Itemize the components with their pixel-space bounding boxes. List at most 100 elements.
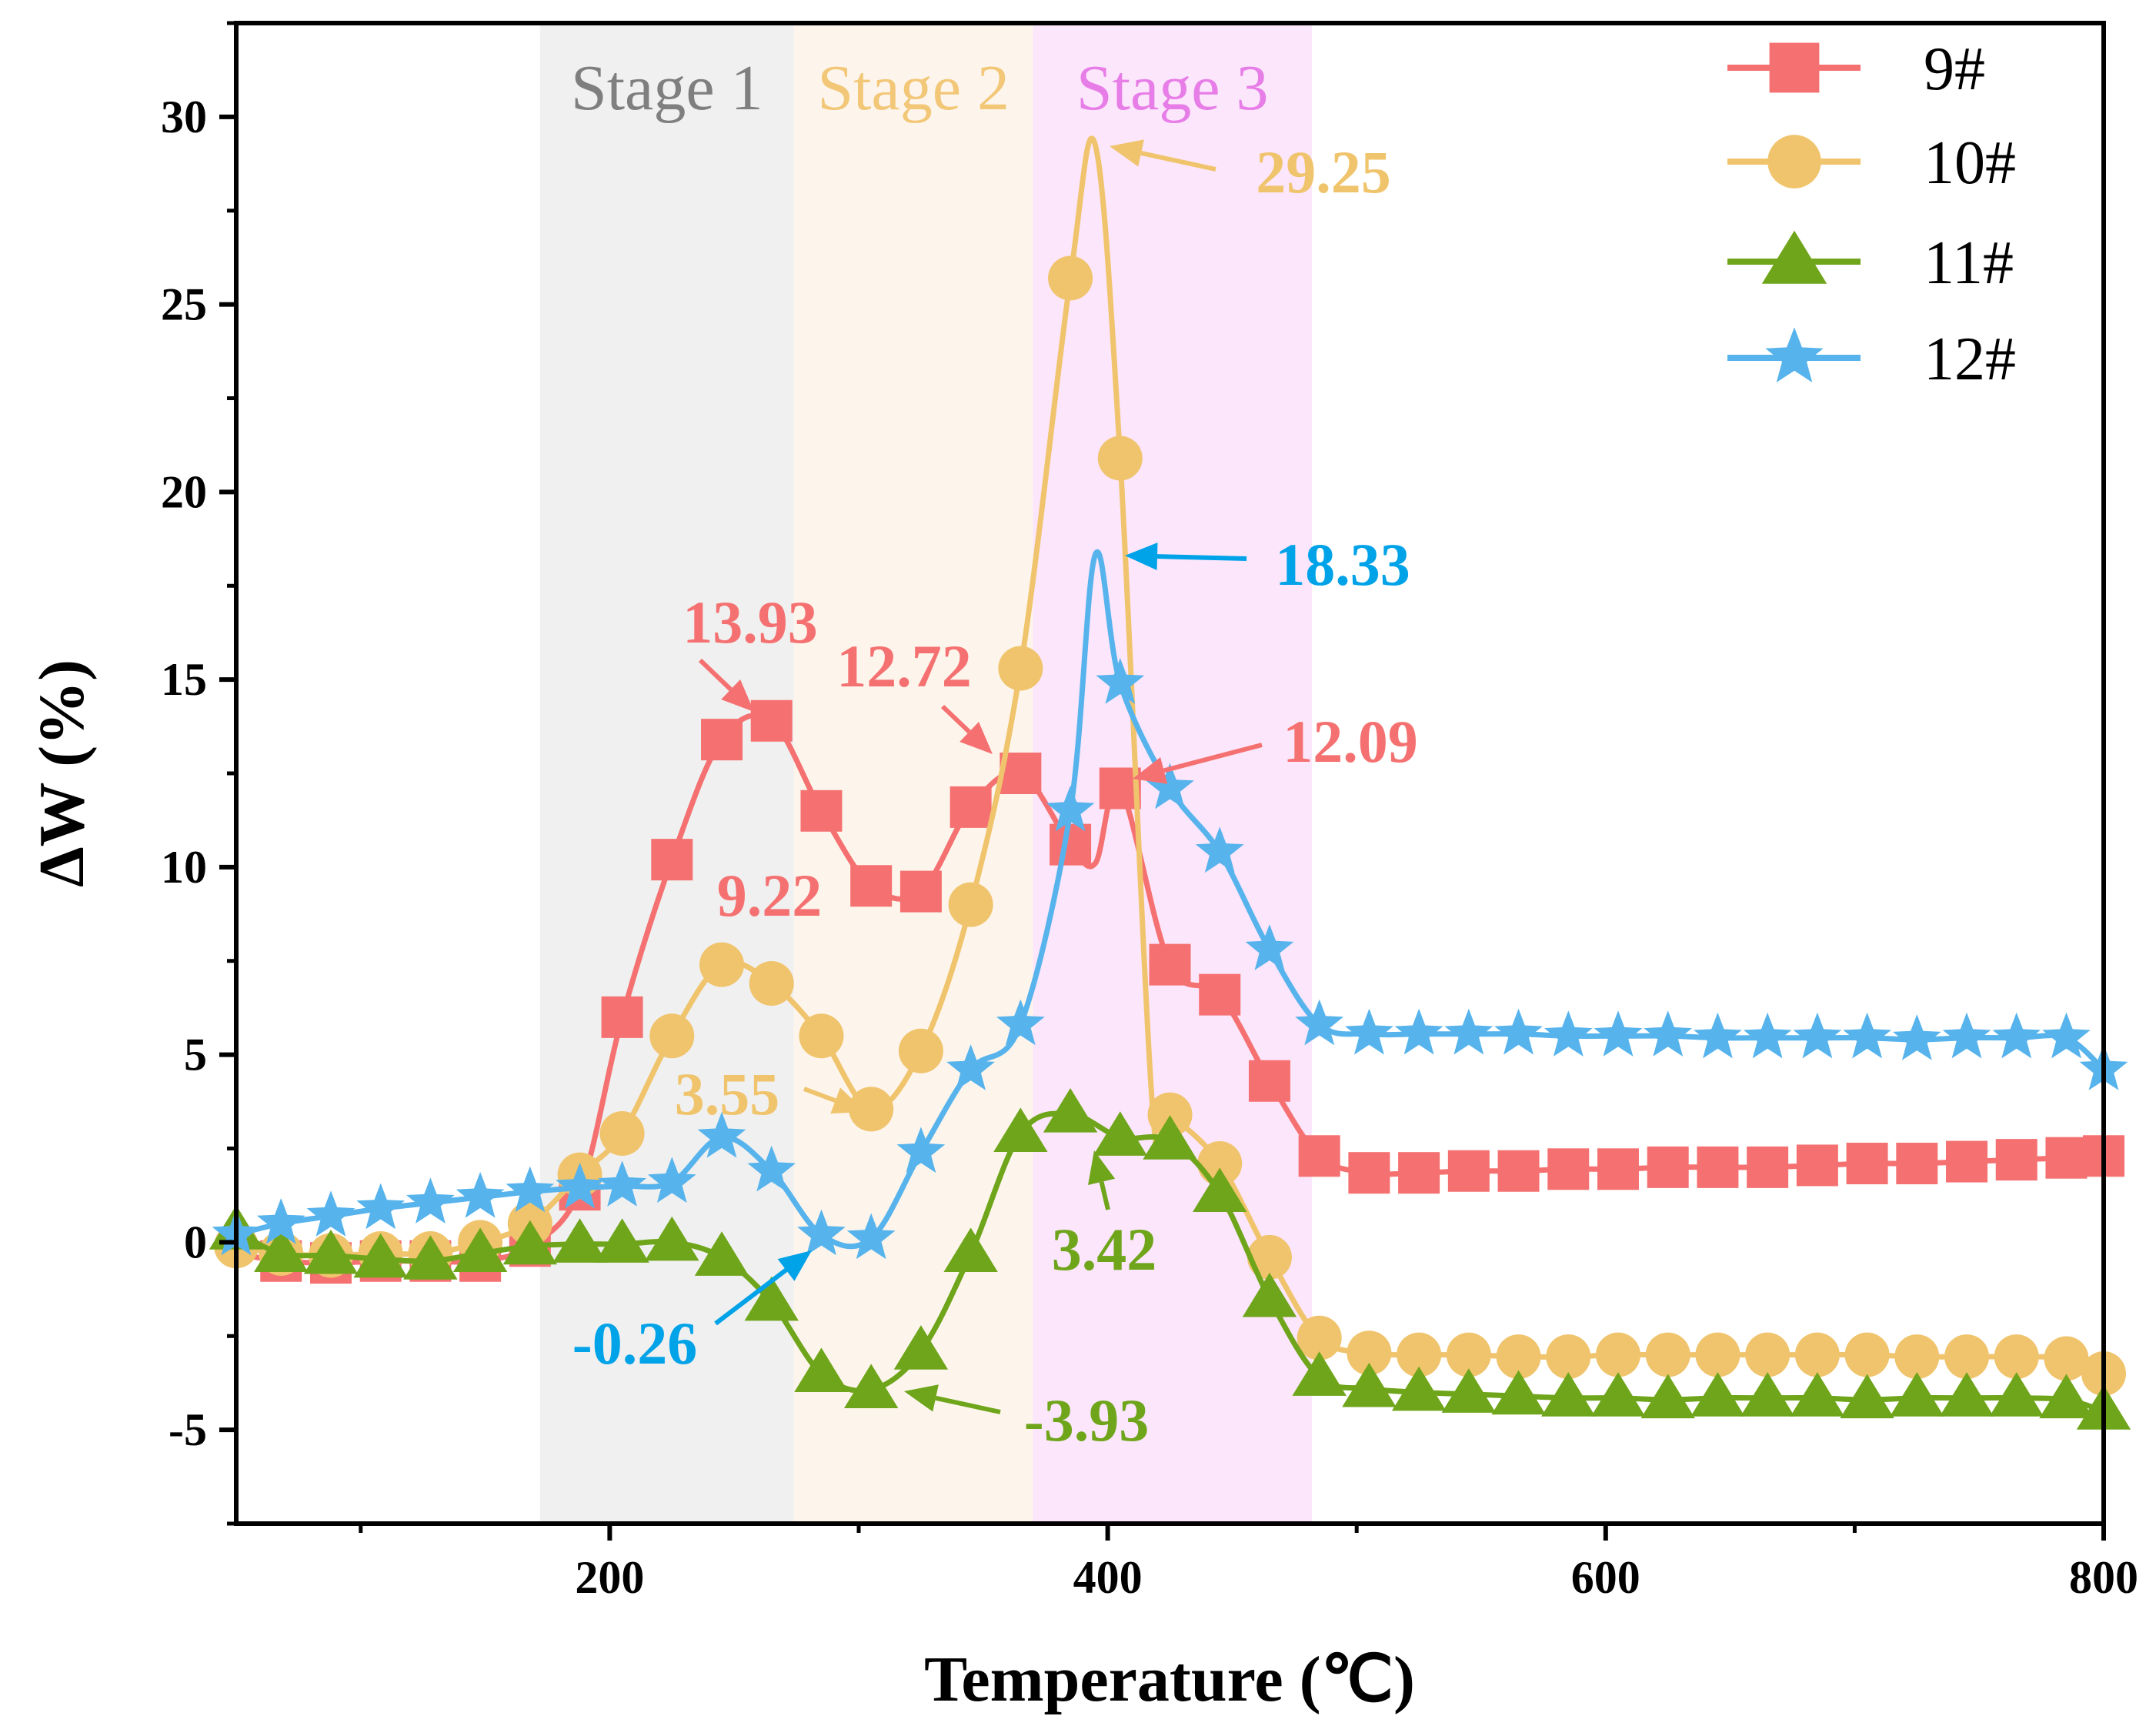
series-11-point-605 xyxy=(1590,1372,1646,1417)
series-9-point-265 xyxy=(750,699,793,742)
series-11-point-765 xyxy=(1989,1372,2044,1417)
series-10-point-565 xyxy=(1496,1334,1541,1380)
legend: 9# 10# 11# 12# xyxy=(1727,35,2016,393)
series-11-point-305 xyxy=(843,1364,899,1408)
series-11-point-245 xyxy=(694,1231,749,1276)
y-tick-label-5: 5 xyxy=(184,1030,207,1080)
series-11-point-665 xyxy=(1740,1372,1795,1417)
series-11-point-265 xyxy=(744,1276,799,1321)
series-9-point-465 xyxy=(1248,1060,1290,1102)
y-tick-label-5: -5 xyxy=(169,1404,207,1455)
x-tick-label-800: 800 xyxy=(2069,1552,2138,1603)
series-12-point-605 xyxy=(1594,1010,1643,1057)
series-12-point-685 xyxy=(1793,1012,1842,1059)
stage-band-1 xyxy=(539,23,794,1524)
series-12-point-645 xyxy=(1694,1012,1742,1059)
series-9-point-305 xyxy=(850,865,893,907)
series-12-point-168 xyxy=(506,1166,555,1213)
legend-entry-10-marker xyxy=(1767,135,1821,189)
series-12-point-725 xyxy=(1892,1014,1941,1060)
y-tick-label-30: 30 xyxy=(161,92,207,142)
x-tick-label-600: 600 xyxy=(1571,1552,1640,1603)
series-12-point-128 xyxy=(406,1177,455,1224)
annotation-12-18-33-arrow-head xyxy=(1125,543,1158,571)
series-9-point-785 xyxy=(2045,1137,2088,1179)
series-12-point-285 xyxy=(797,1209,846,1256)
series-12-point-148 xyxy=(456,1171,505,1218)
series-11-point-405 xyxy=(1093,1111,1147,1156)
series-12-point-188 xyxy=(556,1162,604,1209)
annotation-11-3-93-arrow-line xyxy=(935,1395,1001,1414)
series-12-point-765 xyxy=(1992,1012,2041,1059)
stage-label-3: Stage 3 xyxy=(1076,52,1269,124)
series-12-point-88 xyxy=(306,1190,355,1237)
series-12-point-485 xyxy=(1295,999,1343,1046)
series-10-point-285 xyxy=(799,1013,844,1059)
series-11-point-285 xyxy=(794,1347,849,1392)
stage-bands: Stage 1 Stage 2 Stage 3 xyxy=(539,23,1312,1524)
series-9-point-565 xyxy=(1497,1150,1540,1192)
y-axis-title: ΔW (%) xyxy=(26,659,98,887)
series-11-point-725 xyxy=(1890,1372,1944,1417)
annotation-12-18-33-label: 18.33 xyxy=(1275,531,1410,598)
annotation-11-3-93-arrow-head xyxy=(904,1384,939,1412)
series-10-point-485 xyxy=(1297,1315,1342,1360)
series-11-point-625 xyxy=(1640,1374,1695,1419)
series-12-point-68 xyxy=(256,1198,305,1244)
annotation-9-12-72-arrow-line xyxy=(940,704,971,734)
series-11-point-385 xyxy=(1043,1088,1098,1133)
series-12-point-345 xyxy=(946,1044,995,1090)
series-11-point-168 xyxy=(502,1220,558,1265)
x-axis-title: Temperature (℃) xyxy=(924,1644,1415,1715)
series-12-point-265 xyxy=(747,1145,796,1192)
annotation-10-29-25-arrow-line xyxy=(1140,150,1217,172)
annotation-9-12-72-arrow-head xyxy=(960,721,993,754)
stage-label-2: Stage 2 xyxy=(817,52,1010,124)
series-11-point-128 xyxy=(403,1235,458,1280)
series-11-point-525 xyxy=(1391,1366,1447,1411)
series-9-point-485 xyxy=(1298,1135,1340,1177)
series-12-point-108 xyxy=(356,1183,406,1230)
legend-entry-9: 9# xyxy=(1727,35,1985,103)
series-11-point-685 xyxy=(1790,1372,1845,1417)
annotation-9-13-93-label: 13.93 xyxy=(683,589,818,656)
annotation-11-3-42-label: 3.42 xyxy=(1052,1216,1157,1283)
series-9-point-725 xyxy=(1896,1143,1938,1184)
series-9-point-285 xyxy=(800,790,843,832)
x-tick-label-200: 200 xyxy=(575,1552,644,1603)
series-9-point-425 xyxy=(1149,943,1191,986)
series-12-point-245 xyxy=(697,1111,746,1158)
stage-label-1: Stage 1 xyxy=(571,52,763,124)
legend-entry-11: 11# xyxy=(1727,229,2014,297)
series-9-point-525 xyxy=(1398,1152,1440,1194)
series-9-point-205 xyxy=(601,996,643,1038)
series-10-point-705 xyxy=(1844,1332,1890,1377)
axes-layer: 200 400 600 800 -5 0 5 10 15 20 25 30 xyxy=(161,21,2138,1603)
series-11-point-188 xyxy=(552,1218,607,1263)
series-11-point-585 xyxy=(1541,1372,1596,1417)
series-12-point-205 xyxy=(598,1160,646,1207)
series-12-point-665 xyxy=(1743,1012,1792,1059)
y-tick-label-25: 25 xyxy=(161,279,207,330)
series-10-point-685 xyxy=(1794,1332,1840,1377)
series-10-point-745 xyxy=(1944,1334,1990,1380)
series-11-point-225 xyxy=(645,1216,699,1261)
series-11-point-345 xyxy=(943,1227,998,1272)
series-9-point-665 xyxy=(1747,1146,1789,1188)
series-10-point-405 xyxy=(1097,436,1143,481)
series-12-point-385 xyxy=(1046,785,1095,832)
series-11-point-485 xyxy=(1292,1351,1347,1396)
annotation-11-3-42-arrow-head xyxy=(1088,1150,1116,1185)
series-10-point-765 xyxy=(1994,1334,2039,1380)
series-11-point-645 xyxy=(1690,1372,1745,1417)
legend-entry-10: 10# xyxy=(1727,129,2016,197)
series-10-point-265 xyxy=(749,961,794,1006)
series-10-point-365 xyxy=(998,646,1043,691)
series-10-point-625 xyxy=(1645,1332,1690,1377)
y-tick-label-20: 20 xyxy=(161,466,207,517)
series-12-point-705 xyxy=(1843,1012,1891,1059)
annotation-11-3-93-label: -3.93 xyxy=(1024,1387,1149,1454)
series-9-point-765 xyxy=(1995,1139,2038,1181)
y-tick-label-15: 15 xyxy=(161,654,207,705)
